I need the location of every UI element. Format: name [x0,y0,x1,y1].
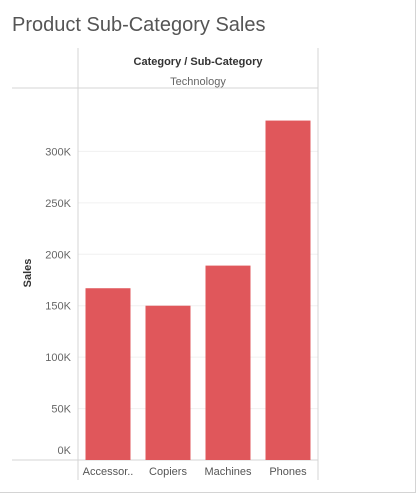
y-tick-label: 100K [45,352,71,364]
x-tick-label: Copiers [149,466,187,478]
x-tick-label: Machines [204,466,252,478]
y-axis-ticks: 0K 50K 100K 150K 200K 250K 300K [45,146,71,457]
y-tick-label: 0K [58,445,72,457]
bar [265,120,311,461]
y-tick-label: 300K [45,146,71,158]
bar [85,288,131,460]
header-category-technology: Technology [170,76,226,88]
bar [145,305,191,460]
y-tick-label: 150K [45,301,71,313]
header-dimension-label: Category / Sub-Category [134,56,264,68]
x-axis-ticks: Accessor.. Copiers Machines Phones [83,466,308,478]
y-tick-label: 50K [51,404,71,416]
bar [205,265,251,460]
y-tick-label: 200K [45,249,71,261]
bars [85,120,311,461]
y-axis-label: Sales [22,259,34,288]
x-tick-label: Phones [269,466,307,478]
chart-title: Product Sub-Category Sales [12,14,266,36]
y-tick-label: 250K [45,198,71,210]
x-tick-label: Accessor.. [83,466,134,478]
